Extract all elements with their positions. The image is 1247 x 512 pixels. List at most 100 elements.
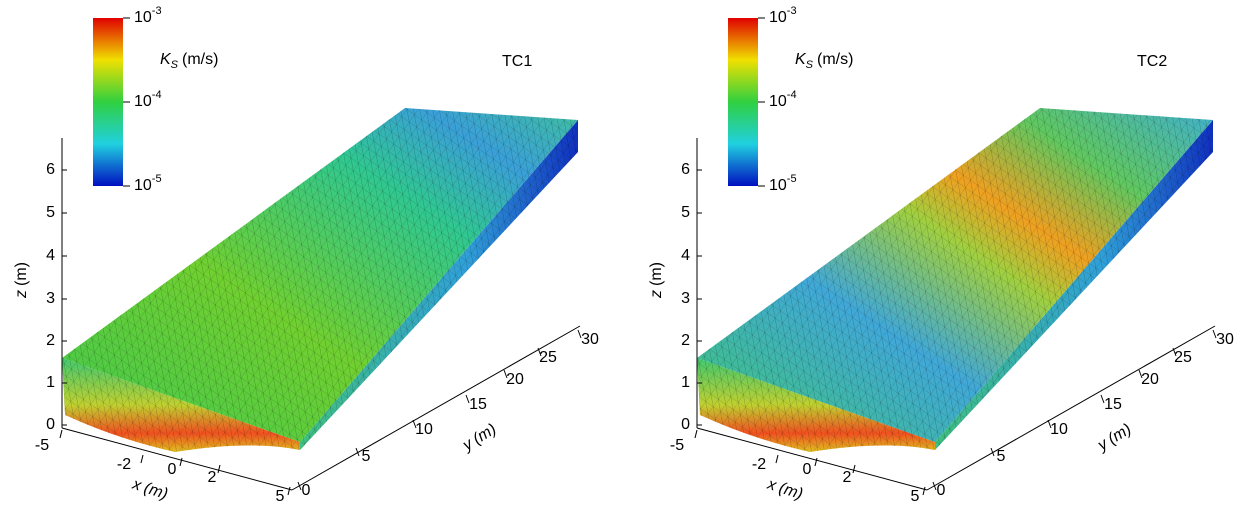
z-tick-label: 5 bbox=[46, 204, 55, 221]
tick-base: 10 bbox=[134, 93, 152, 110]
x-axis bbox=[696, 427, 928, 491]
y-tick bbox=[1212, 329, 1217, 339]
z-tick-label: 6 bbox=[681, 161, 690, 178]
y-axis bbox=[926, 325, 1216, 491]
x-tick-label: -5 bbox=[670, 437, 684, 454]
label-unit: (m) bbox=[1105, 421, 1134, 448]
y-tick bbox=[537, 347, 542, 357]
label-symbol: z bbox=[648, 290, 665, 299]
colorbar-tick-label: 10-4 bbox=[134, 89, 162, 110]
x-tick bbox=[140, 454, 144, 464]
z-tick-label: 3 bbox=[681, 290, 690, 307]
x-tick-label: 5 bbox=[911, 488, 920, 505]
x-tick bbox=[775, 454, 779, 464]
y-tick-label: 10 bbox=[1050, 421, 1068, 438]
z-axis-label: z (m) bbox=[13, 262, 30, 299]
z-axis-label: z (m) bbox=[648, 262, 665, 299]
x-axis-label: x(m) bbox=[764, 476, 804, 504]
y-tick-label: 30 bbox=[1216, 331, 1234, 348]
z-tick-label: 0 bbox=[46, 416, 55, 433]
label-unit: (m/s) bbox=[817, 51, 853, 68]
colorbar-label: KS (m/s) bbox=[160, 51, 218, 71]
y-tick-label: 25 bbox=[539, 349, 557, 366]
y-tick-label: 15 bbox=[469, 396, 487, 413]
y-tick bbox=[1172, 347, 1177, 357]
x-tick-label: -2 bbox=[752, 456, 766, 473]
x-tick bbox=[852, 464, 856, 474]
label-symbol: K bbox=[795, 51, 807, 68]
x-tick-label: 0 bbox=[803, 461, 812, 478]
tick-base: 10 bbox=[769, 177, 787, 194]
tick-base: 10 bbox=[134, 9, 152, 26]
colorbar-tick-label: 10-4 bbox=[769, 89, 797, 110]
label-unit: (m) bbox=[142, 480, 170, 504]
y-tick-label: 10 bbox=[415, 421, 433, 438]
tick-base: 10 bbox=[134, 177, 152, 194]
y-tick-label: 0 bbox=[302, 482, 311, 499]
x-tick bbox=[217, 464, 221, 474]
y-tick bbox=[932, 481, 937, 491]
label-unit: (m) bbox=[648, 262, 665, 286]
panel-title: TC1 bbox=[502, 53, 532, 70]
y-axis bbox=[291, 325, 581, 491]
mesh-lines bbox=[62, 108, 578, 452]
x-tick-label: 2 bbox=[208, 469, 217, 486]
z-tick-label: 5 bbox=[681, 204, 690, 221]
label-symbol: K bbox=[160, 51, 172, 68]
x-tick bbox=[59, 429, 63, 439]
tick-exponent: -3 bbox=[787, 5, 797, 17]
label-symbol: x bbox=[129, 476, 144, 495]
colorbar-tick-label: 10-5 bbox=[769, 173, 797, 194]
y-tick bbox=[1100, 394, 1105, 404]
z-tick-label: 2 bbox=[46, 332, 55, 349]
x-axis-label: x(m) bbox=[129, 476, 169, 504]
y-tick bbox=[465, 394, 470, 404]
y-tick bbox=[1138, 369, 1143, 379]
y-axis-label: y(m) bbox=[1094, 421, 1134, 455]
colorbar bbox=[93, 18, 123, 186]
tick-exponent: -5 bbox=[152, 173, 162, 185]
label-symbol: x bbox=[764, 476, 779, 495]
y-tick bbox=[297, 481, 302, 491]
z-tick-label: 2 bbox=[681, 332, 690, 349]
z-tick-label: 4 bbox=[681, 247, 690, 264]
y-tick bbox=[1047, 419, 1052, 429]
y-tick-label: 5 bbox=[362, 448, 371, 465]
label-subscript: S bbox=[171, 59, 179, 71]
tick-exponent: -3 bbox=[152, 5, 162, 17]
x-axis bbox=[61, 427, 293, 491]
x-tick-label: 0 bbox=[168, 461, 177, 478]
x-tick-label: 5 bbox=[276, 488, 285, 505]
y-tick-label: 0 bbox=[937, 482, 946, 499]
colorbar-tick-label: 10-3 bbox=[134, 5, 162, 26]
colorbar-label: KS (m/s) bbox=[795, 51, 853, 71]
z-tick-label: 4 bbox=[46, 247, 55, 264]
y-axis-label: y(m) bbox=[459, 421, 499, 455]
x-tick-label: 2 bbox=[843, 469, 852, 486]
y-tick bbox=[990, 447, 995, 457]
label-subscript: S bbox=[806, 59, 814, 71]
tick-exponent: -4 bbox=[787, 89, 797, 101]
y-tick bbox=[503, 369, 508, 379]
z-tick-label: 3 bbox=[46, 290, 55, 307]
y-tick-label: 30 bbox=[581, 331, 599, 348]
x-tick bbox=[694, 429, 698, 439]
y-tick-label: 5 bbox=[997, 448, 1006, 465]
tick-exponent: -4 bbox=[152, 89, 162, 101]
colorbar bbox=[728, 18, 758, 186]
label-unit: (m/s) bbox=[182, 51, 218, 68]
z-tick-label: 1 bbox=[46, 374, 55, 391]
label-unit: (m) bbox=[470, 421, 499, 448]
x-tick bbox=[179, 457, 183, 467]
y-tick-label: 15 bbox=[1104, 396, 1122, 413]
tick-base: 10 bbox=[769, 9, 787, 26]
label-unit: (m) bbox=[13, 262, 30, 286]
label-unit: (m) bbox=[777, 480, 805, 504]
y-tick-label: 20 bbox=[506, 371, 524, 388]
panel-title: TC2 bbox=[1137, 53, 1167, 70]
label-symbol: z bbox=[13, 290, 30, 299]
colorbar-tick-label: 10-3 bbox=[769, 5, 797, 26]
